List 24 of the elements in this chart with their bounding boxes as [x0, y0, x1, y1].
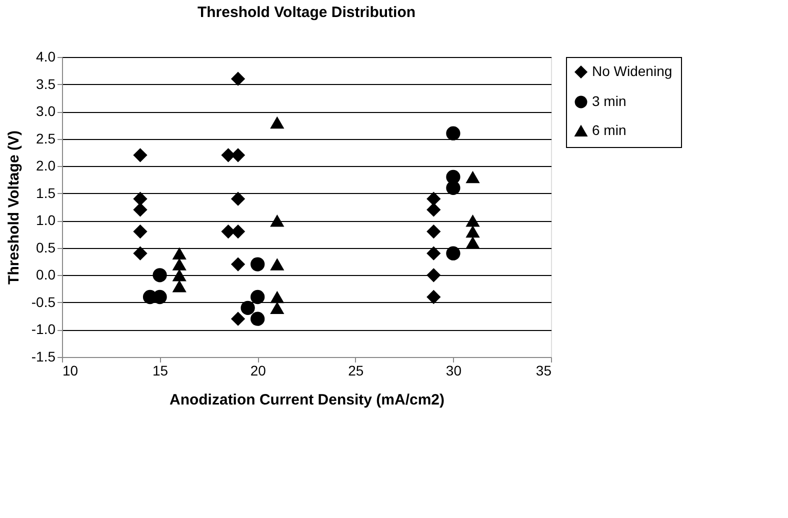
y-tick-label: 0.5 [36, 239, 56, 256]
legend-label: 6 min [592, 122, 626, 138]
y-tick-label: 2.5 [36, 130, 56, 146]
legend-label: 3 min [592, 93, 626, 109]
y-tick-label: 1.5 [36, 184, 56, 201]
chart-title: Threshold Voltage Distribution [197, 4, 416, 21]
y-tick-label: -0.5 [31, 294, 56, 310]
x-tick-label: 20 [250, 362, 266, 378]
y-tick-label: 3.5 [36, 76, 56, 92]
x-tick-label: 15 [152, 362, 168, 378]
x-tick-label: 10 [62, 362, 78, 378]
y-tick-label: 2.0 [36, 158, 56, 174]
y-tick-label: 4.0 [36, 48, 56, 64]
y-tick-label: 3.0 [36, 103, 56, 120]
y-axis-title: Threshold Voltage (V) [5, 130, 22, 284]
legend-label: No Widening [592, 63, 672, 79]
x-tick-label: 35 [536, 362, 552, 378]
y-tick-label: 1.0 [36, 212, 56, 228]
x-axis-title: Anodization Current Density (mA/cm2) [169, 392, 445, 408]
x-tick-label: 25 [348, 362, 364, 378]
y-tick-label: 0.0 [36, 266, 56, 283]
x-tick-label: 30 [446, 362, 462, 378]
y-tick-label: -1.0 [31, 321, 56, 338]
y-tick-label: -1.5 [31, 348, 56, 364]
